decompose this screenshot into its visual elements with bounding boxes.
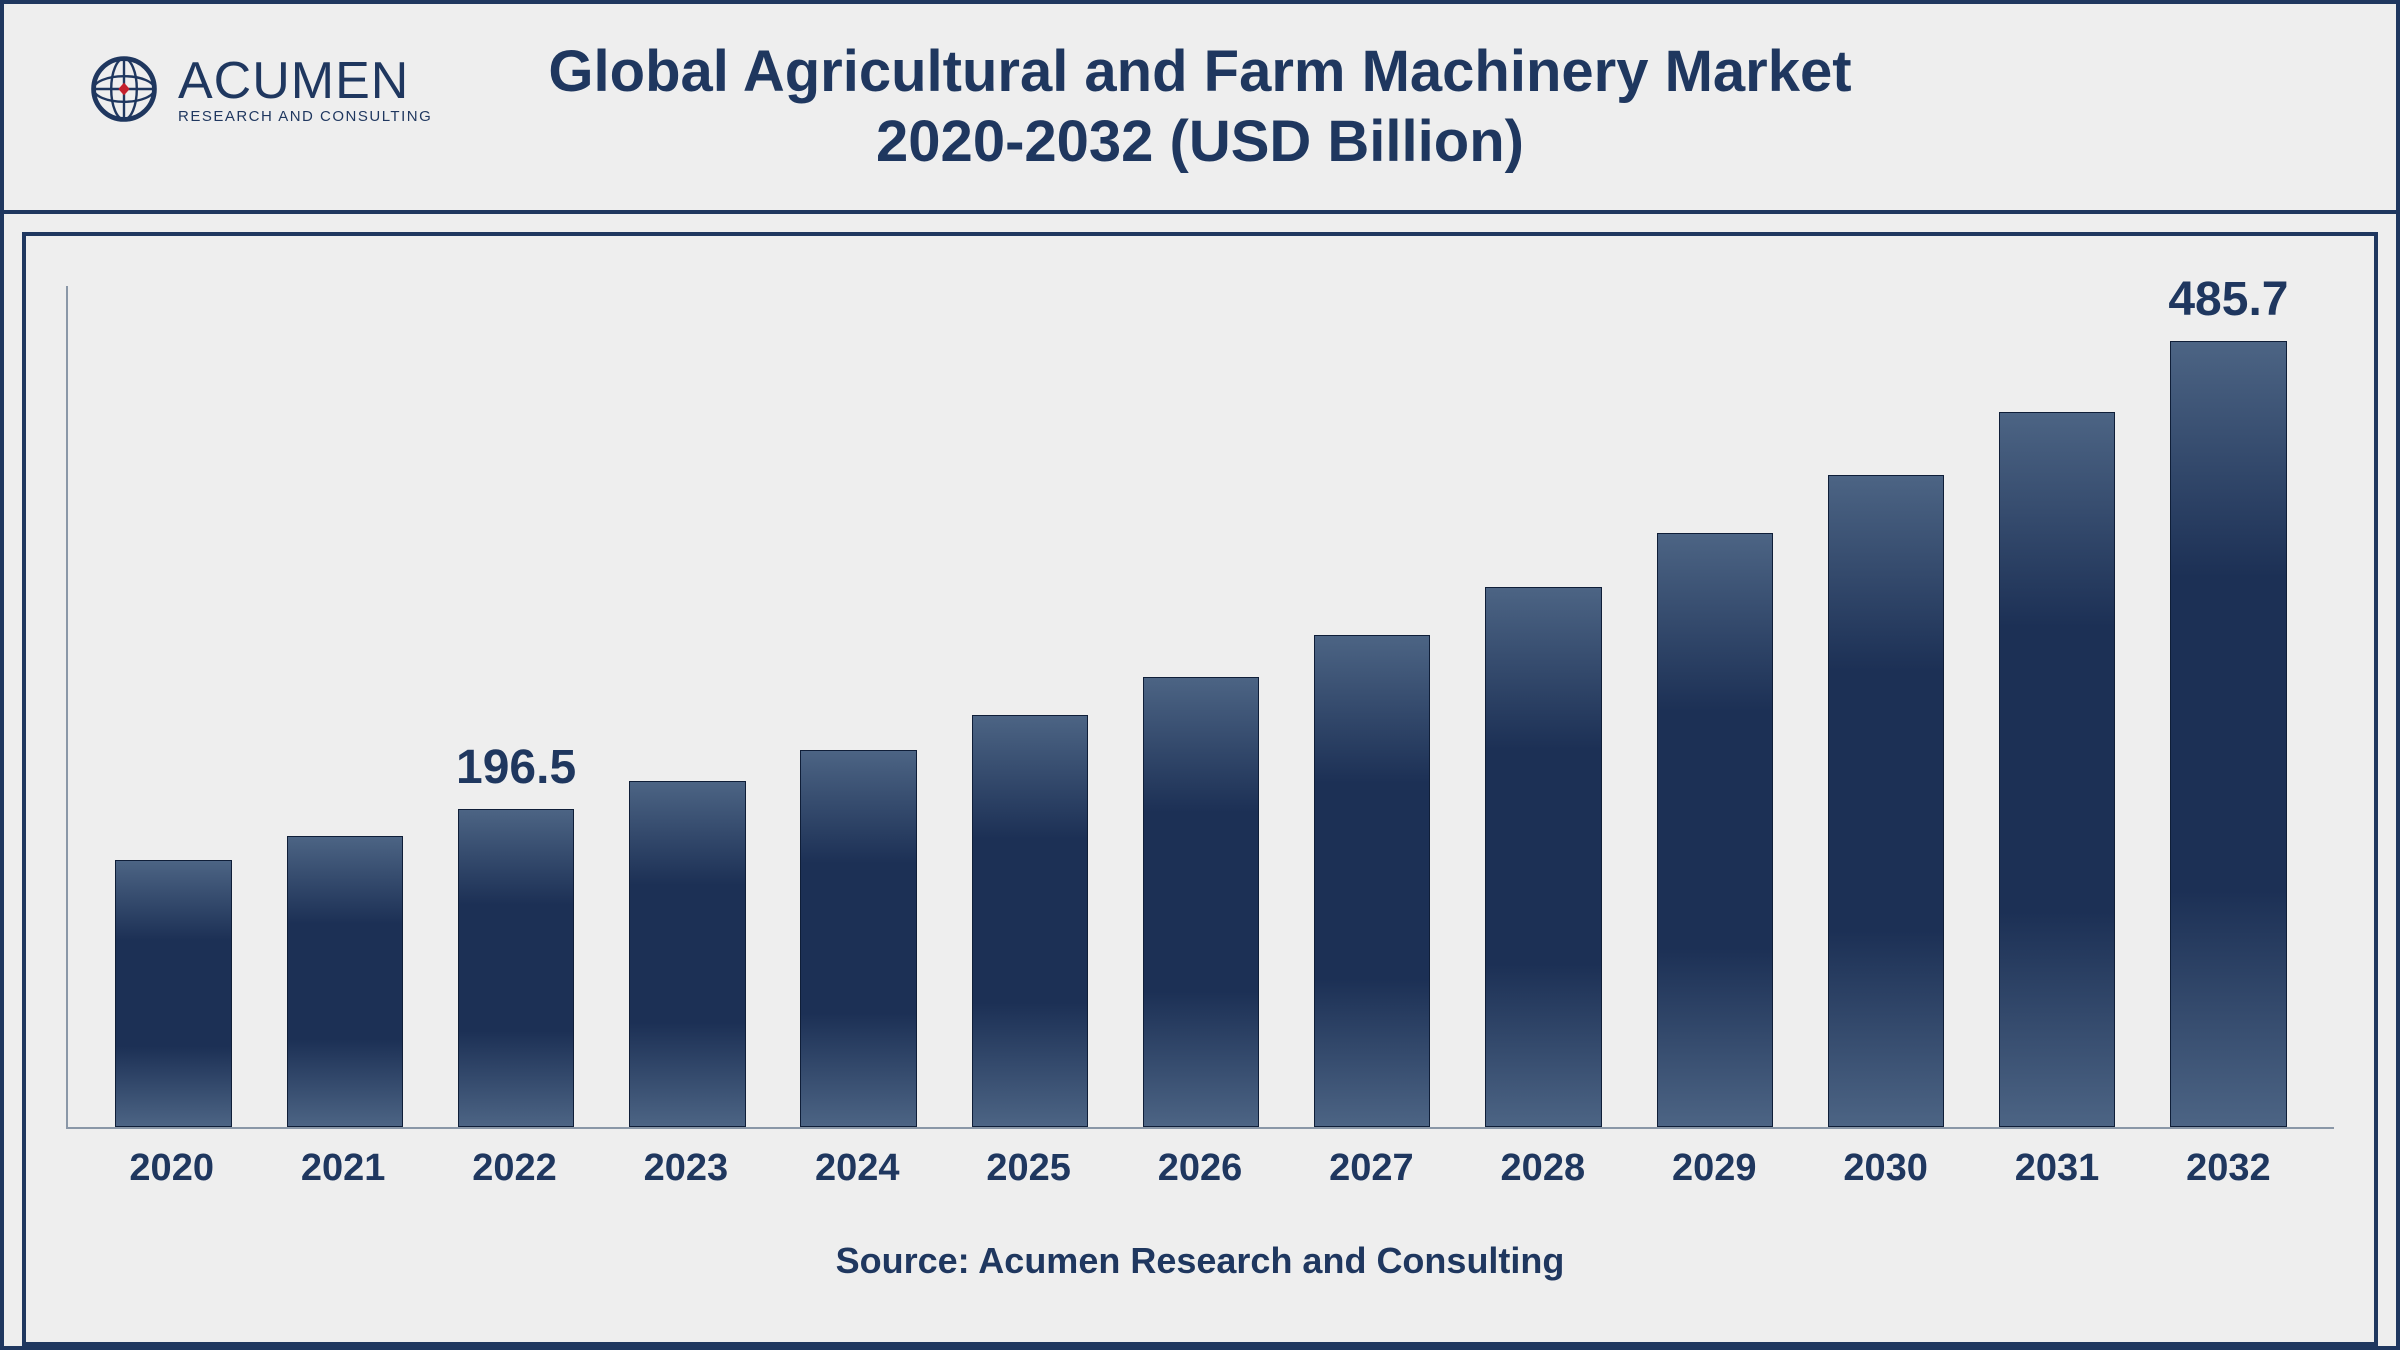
bar-slot [773, 286, 944, 1127]
x-axis-label: 2030 [1800, 1147, 1971, 1190]
bar-slot [1629, 286, 1800, 1127]
title-block: ACUMEN RESEARCH AND CONSULTING Global Ag… [4, 4, 2396, 214]
title-line-1: Global Agricultural and Farm Machinery M… [548, 37, 1851, 107]
x-axis-label: 2023 [600, 1147, 771, 1190]
bar [800, 750, 916, 1127]
bar-slot [602, 286, 773, 1127]
logo-name: ACUMEN [178, 55, 432, 107]
x-axis-label: 2027 [1286, 1147, 1457, 1190]
bar [287, 836, 403, 1127]
bar-slot: 196.5 [430, 286, 601, 1127]
source-label: Source: Acumen Research and Consulting [66, 1240, 2334, 1282]
x-axis-label: 2028 [1457, 1147, 1628, 1190]
x-axis-label: 2021 [257, 1147, 428, 1190]
x-axis-label: 2032 [2143, 1147, 2314, 1190]
bar [1657, 533, 1773, 1127]
bar-slot [1972, 286, 2143, 1127]
logo-tagline: RESEARCH AND CONSULTING [178, 109, 432, 124]
bar-value-label: 485.7 [2143, 272, 2314, 327]
globe-icon [84, 49, 164, 129]
chart-block: 196.5485.7 20202021202220232024202520262… [4, 214, 2396, 1346]
bar [1485, 587, 1601, 1127]
bar [972, 715, 1088, 1127]
bar-slot [1115, 286, 1286, 1127]
brand-logo: ACUMEN RESEARCH AND CONSULTING [84, 49, 432, 129]
bar [458, 809, 574, 1127]
bar-slot [1287, 286, 1458, 1127]
bar-slot [88, 286, 259, 1127]
bar [1828, 475, 1944, 1127]
chart-title: Global Agricultural and Farm Machinery M… [548, 37, 1851, 176]
bar [1143, 677, 1259, 1127]
x-axis-label: 2024 [772, 1147, 943, 1190]
title-line-2: 2020-2032 (USD Billion) [548, 107, 1851, 177]
bar [629, 781, 745, 1127]
bar [1999, 412, 2115, 1127]
plot-area: 196.5 485.7 [66, 286, 2334, 1129]
bar-slot: 485.7 [2143, 286, 2314, 1127]
bar-slot [1458, 286, 1629, 1127]
x-axis-labels: 2020202120222023202420252026202720282029… [66, 1147, 2334, 1190]
x-axis-label: 2026 [1114, 1147, 1285, 1190]
bar [2170, 341, 2286, 1127]
bar [115, 860, 231, 1127]
bar-value-label: 196.5 [430, 740, 601, 795]
bar-slot [944, 286, 1115, 1127]
x-axis-label: 2031 [1971, 1147, 2142, 1190]
x-axis-label: 2029 [1629, 1147, 1800, 1190]
bar [1314, 635, 1430, 1127]
bar-slot [259, 286, 430, 1127]
x-axis-label: 2025 [943, 1147, 1114, 1190]
bar-slot [1800, 286, 1971, 1127]
chart-card: ACUMEN RESEARCH AND CONSULTING Global Ag… [0, 0, 2400, 1350]
x-axis-label: 2020 [86, 1147, 257, 1190]
x-axis-label: 2022 [429, 1147, 600, 1190]
chart-frame: 196.5485.7 20202021202220232024202520262… [22, 232, 2378, 1346]
